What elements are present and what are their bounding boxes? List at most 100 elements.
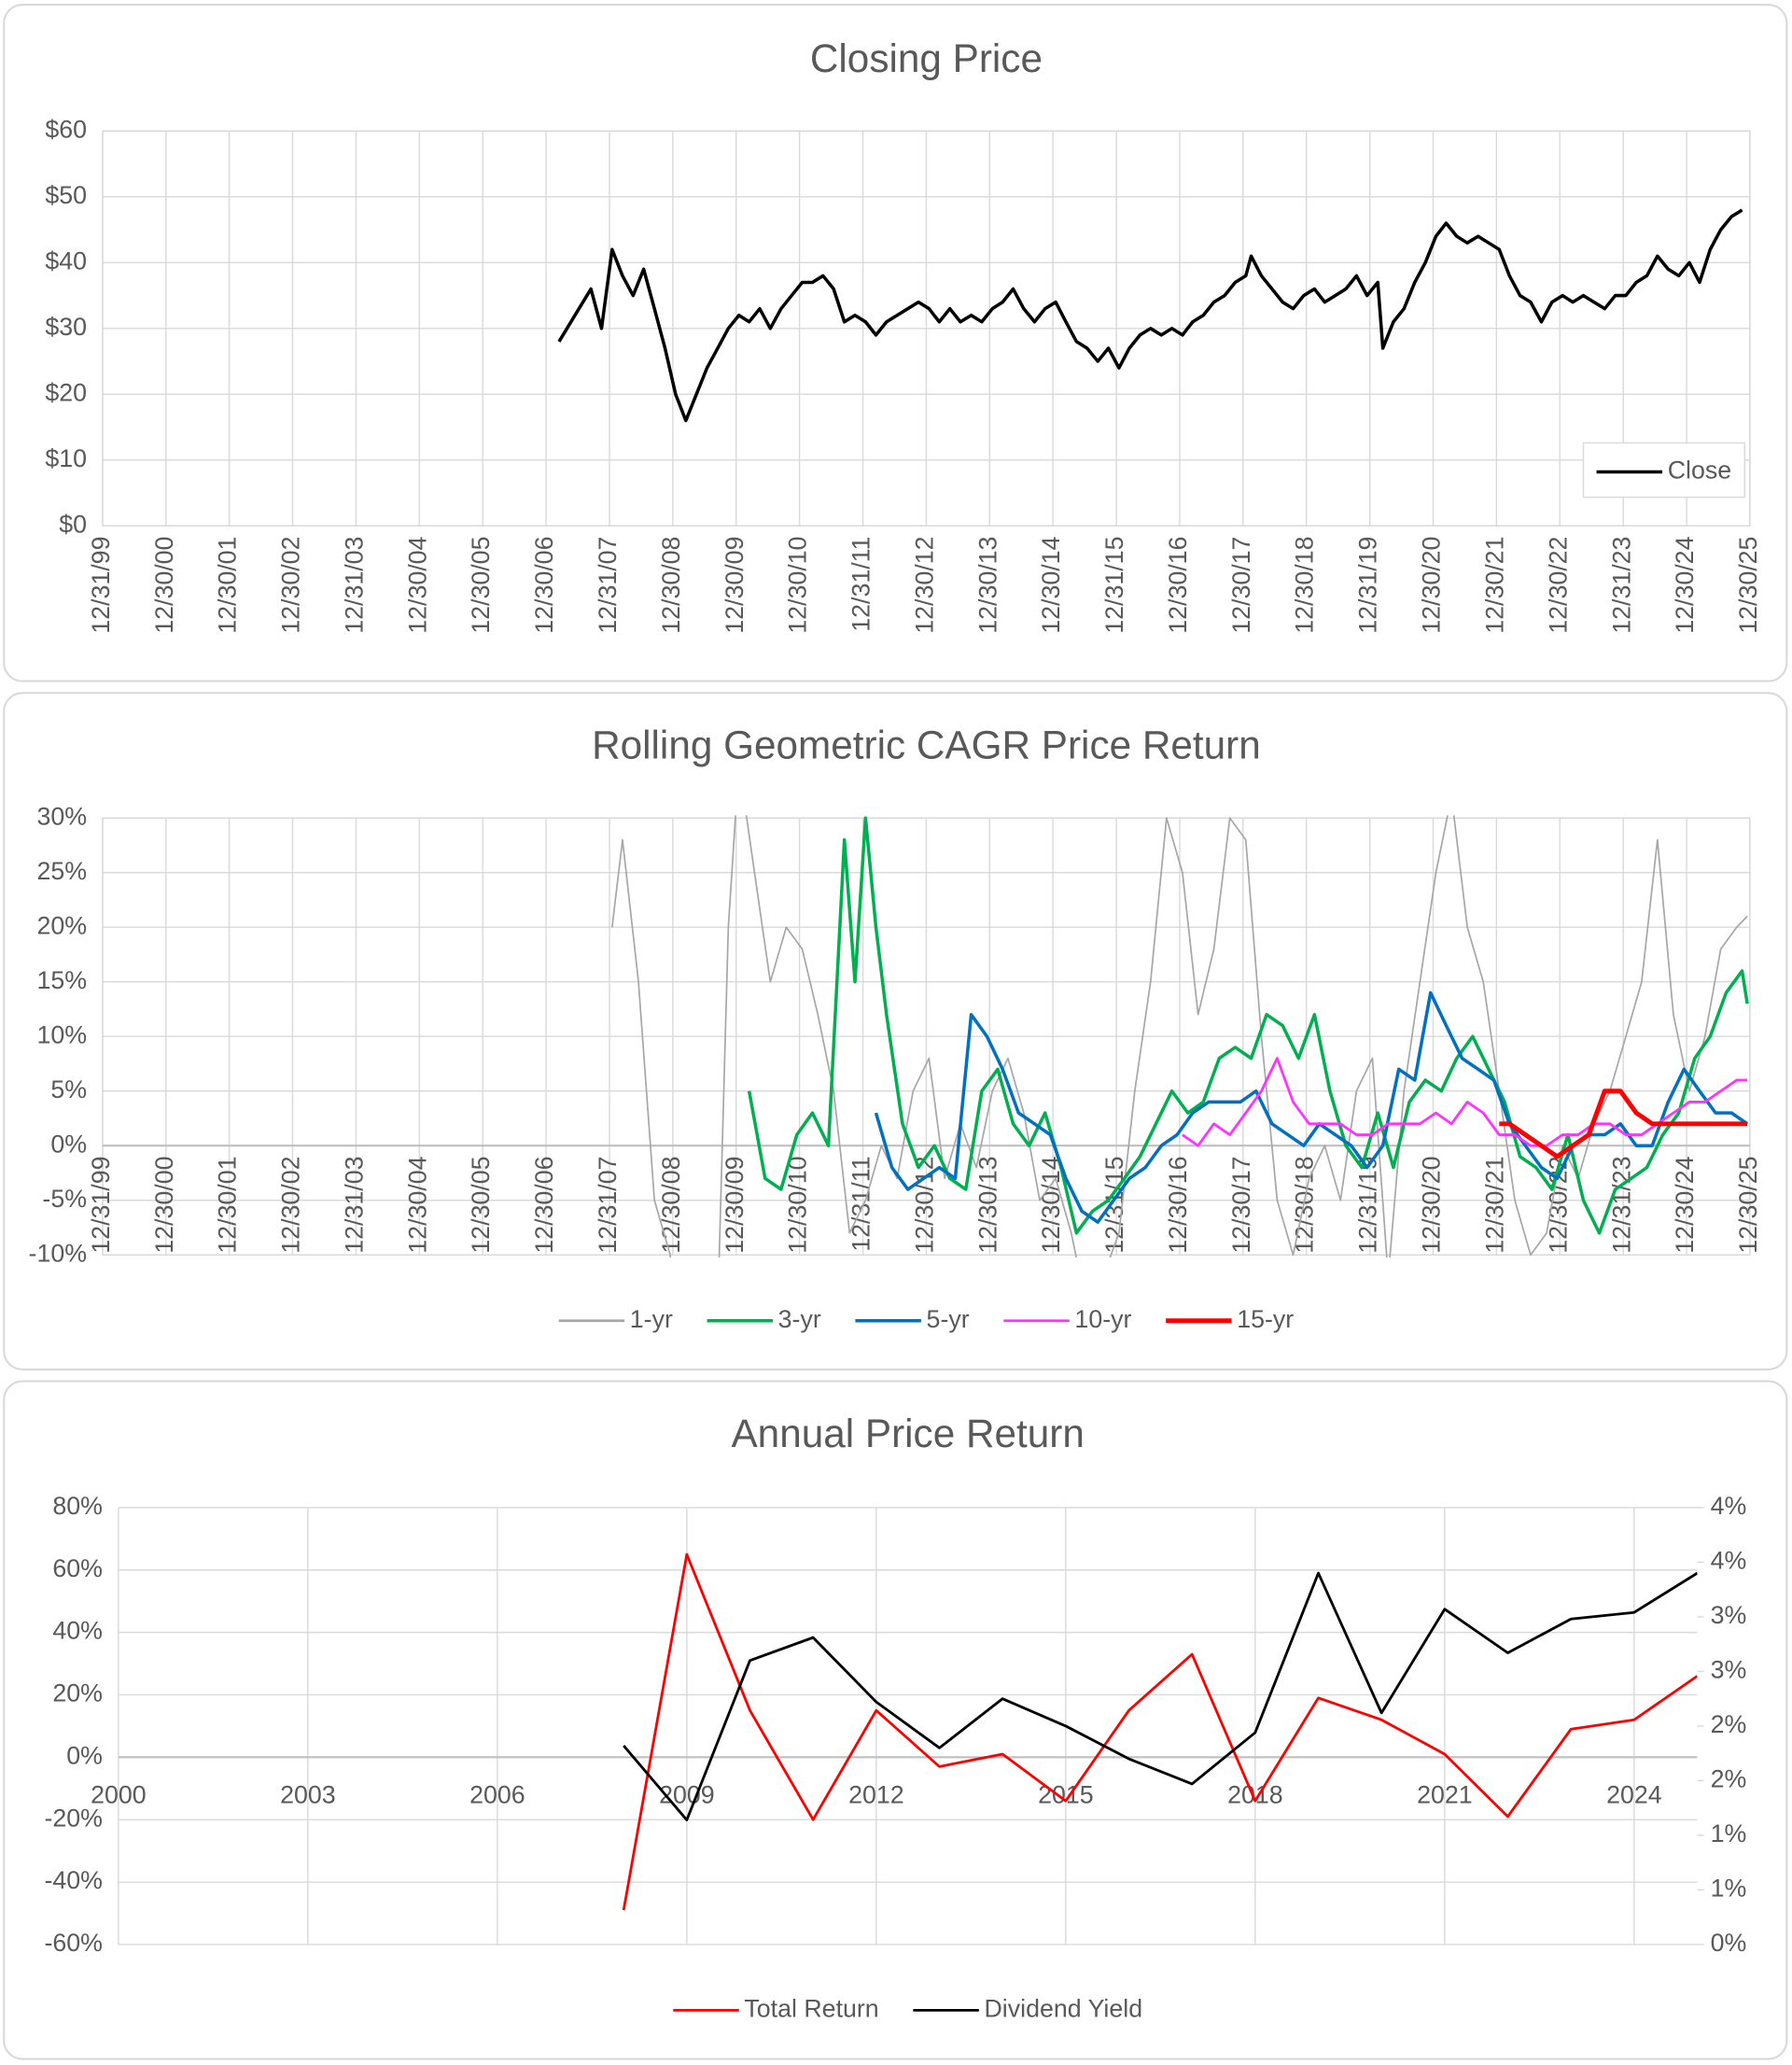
x-tick-label: 12/31/23 <box>1607 537 1635 634</box>
y2-tick-label: 2% <box>1711 1710 1747 1738</box>
x-tick-label: 12/30/13 <box>973 1157 1001 1254</box>
x-tick-label: 12/30/12 <box>911 537 939 634</box>
chart-title: Rolling Geometric CAGR Price Return <box>592 723 1261 767</box>
x-tick-label: 12/30/10 <box>784 1157 812 1254</box>
x-tick-label: 2018 <box>1227 1781 1283 1809</box>
y-tick-label: $10 <box>45 444 87 472</box>
legend-label: 15-yr <box>1237 1305 1294 1333</box>
series-line <box>622 1552 1698 1911</box>
y2-tick-label: 1% <box>1711 1819 1747 1847</box>
x-tick-label: 12/30/01 <box>214 1157 242 1254</box>
chart-title: Closing Price <box>810 36 1043 80</box>
series-line <box>557 208 1743 423</box>
x-tick-label: 12/30/24 <box>1671 536 1699 633</box>
y-tick-label: 30% <box>36 802 87 830</box>
y-tick-label: $0 <box>59 510 87 538</box>
y2-tick-label: 3% <box>1711 1601 1747 1629</box>
x-tick-label: 12/31/15 <box>1100 537 1128 634</box>
x-tick-label: 12/30/10 <box>784 537 812 634</box>
x-tick-label: 12/30/09 <box>721 537 749 634</box>
x-tick-label: 12/30/04 <box>403 1156 431 1253</box>
x-tick-label: 2003 <box>280 1781 336 1809</box>
y-tick-label: 10% <box>36 1020 87 1048</box>
y-tick-label: 80% <box>52 1492 103 1520</box>
x-tick-label: 12/31/19 <box>1354 537 1382 634</box>
x-tick-label: 2012 <box>848 1781 904 1809</box>
x-tick-label: 12/30/08 <box>657 1157 685 1254</box>
x-tick-label: 12/30/06 <box>530 1157 558 1254</box>
x-tick-label: 12/30/05 <box>467 1157 495 1254</box>
y-tick-label: 40% <box>52 1617 103 1645</box>
x-tick-label: 12/30/25 <box>1734 1157 1762 1254</box>
x-tick-label: 12/30/08 <box>657 537 685 634</box>
x-tick-label: 12/30/18 <box>1291 537 1319 634</box>
x-tick-label: 12/31/11 <box>847 537 875 632</box>
y-tick-label: $50 <box>45 181 87 209</box>
x-tick-label: 12/30/18 <box>1291 1157 1319 1254</box>
legend: Total Return Dividend Yield <box>673 1994 1142 2022</box>
y-tick-label: 20% <box>52 1679 103 1707</box>
y-tick-label: 0% <box>66 1741 103 1769</box>
x-tick-label: 2021 <box>1417 1781 1473 1809</box>
x-tick-label: 12/31/23 <box>1607 1157 1635 1254</box>
y-tick-label: -5% <box>42 1185 87 1213</box>
series-line <box>747 816 1749 1235</box>
x-tick-label: 12/30/20 <box>1418 537 1446 634</box>
x-tick-label: 12/31/07 <box>594 1157 622 1254</box>
y-tick-label: -40% <box>44 1866 102 1894</box>
x-tick-label: 12/31/99 <box>87 537 115 634</box>
y-tick-label: $40 <box>45 246 87 274</box>
x-tick-label: 12/30/20 <box>1418 1157 1446 1254</box>
x-tick-label: 12/31/03 <box>341 1157 369 1254</box>
y-tick-label: 20% <box>36 911 87 939</box>
panel <box>3 3 1788 682</box>
y2-tick-label: 0% <box>1711 1929 1747 1957</box>
y-tick-label: 25% <box>36 857 87 885</box>
x-tick-label: 12/31/19 <box>1354 1157 1382 1254</box>
x-tick-label: 12/31/11 <box>847 1157 875 1252</box>
x-tick-label: 2000 <box>91 1781 147 1809</box>
legend: 1-yr 3-yr 5-yr 10-yr 15-yr <box>558 1305 1294 1333</box>
x-tick-label: 12/30/14 <box>1037 536 1065 633</box>
panel <box>3 1380 1788 2060</box>
y2-tick-label: 3% <box>1711 1655 1747 1683</box>
x-tick-label: 12/30/21 <box>1480 537 1508 634</box>
x-tick-label: 12/30/00 <box>150 537 178 634</box>
x-tick-label: 12/30/24 <box>1671 1156 1699 1253</box>
x-tick-label: 2009 <box>659 1781 715 1809</box>
y2-tick-label: 2% <box>1711 1764 1747 1792</box>
x-tick-label: 12/30/02 <box>277 1157 305 1254</box>
y-tick-label: 60% <box>52 1554 103 1582</box>
x-tick-label: 12/31/03 <box>341 537 369 634</box>
y-tick-label: $60 <box>45 115 87 143</box>
y-tick-label: -20% <box>44 1804 102 1832</box>
y-tick-label: 5% <box>50 1075 87 1103</box>
y-tick-label: $30 <box>45 313 87 341</box>
x-tick-label: 2006 <box>469 1781 525 1809</box>
x-tick-label: 12/30/04 <box>403 536 431 633</box>
x-tick-label: 2024 <box>1606 1781 1662 1809</box>
x-tick-label: 12/30/00 <box>150 1157 178 1254</box>
legend-label: 1-yr <box>630 1305 673 1333</box>
series-line <box>623 1571 1698 1821</box>
y-tick-label: -60% <box>44 1929 102 1957</box>
legend-label: 5-yr <box>927 1305 970 1333</box>
series-line <box>1499 1089 1748 1159</box>
x-tick-label: 12/30/06 <box>530 537 558 634</box>
y-tick-label: $20 <box>45 378 87 406</box>
x-tick-label: 12/31/99 <box>87 1157 115 1254</box>
y2-tick-label: 4% <box>1711 1546 1747 1574</box>
x-tick-label: 12/30/09 <box>721 1157 749 1254</box>
x-tick-label: 12/30/02 <box>277 537 305 634</box>
panel <box>3 692 1788 1370</box>
y-tick-label: -10% <box>29 1239 87 1267</box>
chart-title: Annual Price Return <box>731 1412 1084 1455</box>
y2-tick-label: 1% <box>1711 1874 1747 1902</box>
legend-label: Total Return <box>744 1994 878 2022</box>
legend-box <box>1582 442 1745 499</box>
legend-label: 10-yr <box>1074 1305 1131 1333</box>
x-tick-label: 12/30/22 <box>1544 537 1572 634</box>
x-tick-label: 12/31/07 <box>594 537 622 634</box>
